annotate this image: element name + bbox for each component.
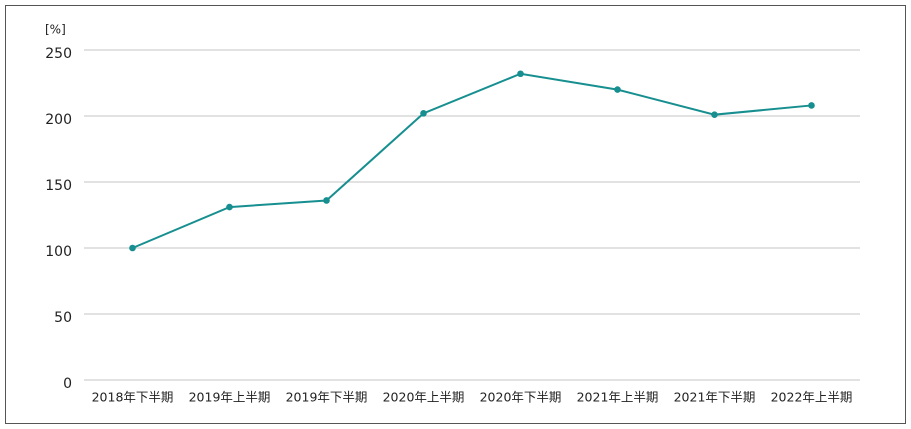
frame	[5, 5, 906, 424]
x-tick-label: 2021年下半期	[674, 390, 756, 405]
point	[323, 197, 330, 204]
x-tick-label: 2018年下半期	[92, 390, 174, 405]
point	[808, 102, 815, 109]
line	[132, 72, 812, 249]
point	[226, 203, 233, 211]
y-axis-label: [%]	[45, 23, 66, 37]
point	[420, 110, 427, 117]
point	[711, 111, 718, 118]
x-tick-label: 2020年上半期	[383, 390, 465, 405]
point	[517, 70, 524, 78]
y-tick-label: 0	[63, 376, 72, 392]
y-tick-label: 250	[45, 46, 72, 62]
y-tick-label: 50	[54, 310, 72, 326]
y-tick-label: 100	[45, 244, 72, 260]
x-tick-label: 2021年上半期	[577, 390, 659, 405]
x-tick-label: 2022年上半期	[771, 390, 853, 405]
x-tick-label: 2019年下半期	[286, 390, 368, 405]
x-tick-label: 2019年上半期	[189, 390, 271, 405]
y-tick-label: 200	[45, 112, 72, 128]
x-tick-label: 2020年下半期	[480, 390, 562, 405]
point	[129, 244, 136, 252]
point	[614, 86, 621, 93]
y-tick-label: 150	[45, 178, 72, 194]
